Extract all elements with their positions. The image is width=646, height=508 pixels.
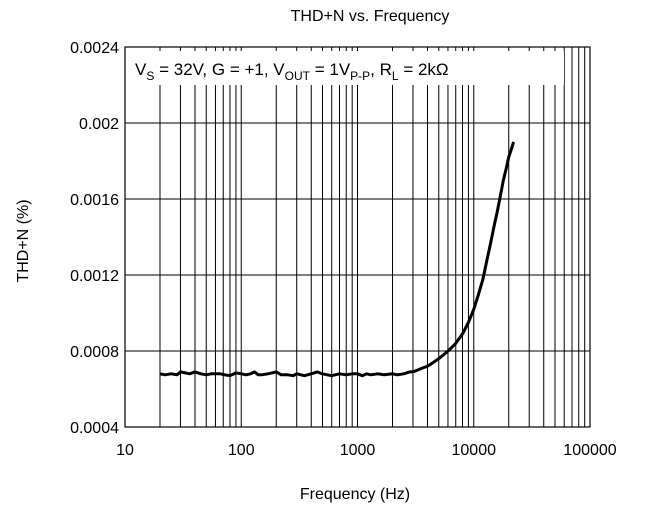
- plot-frame: [124, 46, 591, 428]
- y-tick-label: 0.0012: [70, 268, 119, 285]
- x-tick-label: 100: [228, 442, 255, 459]
- annotation-box: [131, 51, 564, 85]
- y-tick-label: 0.0024: [70, 40, 119, 57]
- x-tick-label: 10: [116, 442, 134, 459]
- x-tick-label: 10000: [452, 442, 497, 459]
- y-tick-label: 0.0008: [70, 344, 119, 361]
- y-tick-label: 0.0016: [70, 192, 119, 209]
- y-tick-label: 0.0004: [70, 420, 119, 437]
- x-tick-label: 1000: [340, 442, 376, 459]
- series-line: [159, 141, 516, 378]
- x-tick-label: 100000: [563, 442, 616, 459]
- grid: [125, 47, 590, 427]
- x-axis-title: Frequency (Hz): [300, 486, 410, 503]
- x-tick-labels: 10 100 1000 10000 100000: [116, 442, 617, 459]
- y-tick-labels: 0.0004 0.0008 0.0012 0.0016 0.002 0.0024: [70, 40, 119, 437]
- y-tick-label: 0.002: [79, 116, 119, 133]
- annotation-text: VS = 32V, G = +1, VOUT = 1VP-P, RL = 2kΩ: [135, 60, 449, 83]
- chart-title: THD+N vs. Frequency: [291, 8, 450, 25]
- y-axis-title: THD+N (%): [15, 199, 32, 282]
